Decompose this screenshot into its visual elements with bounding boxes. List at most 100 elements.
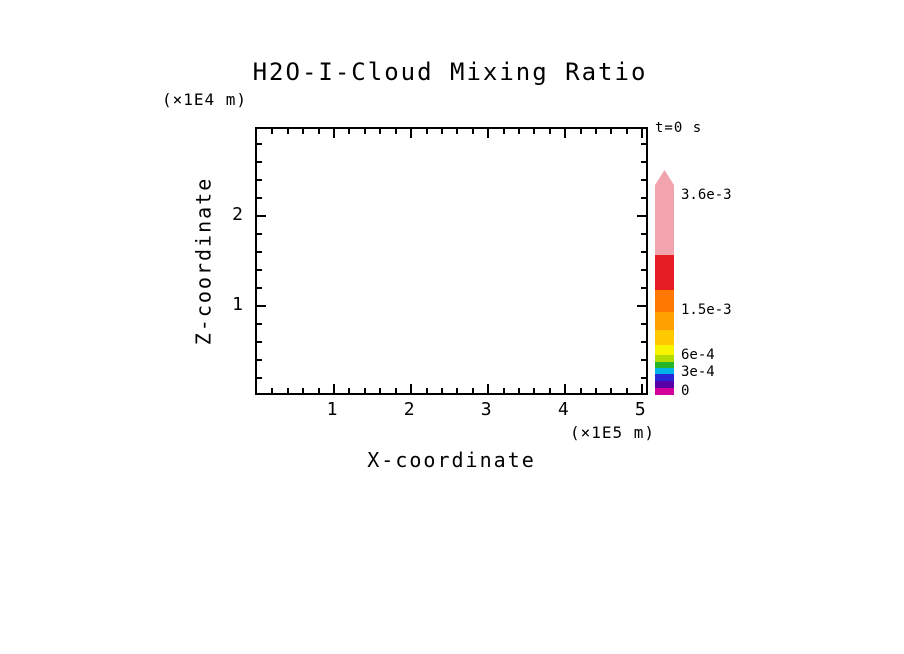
x-tick-label: 1 bbox=[326, 399, 338, 420]
colorbar-segment bbox=[655, 362, 674, 368]
z-minor-tick bbox=[257, 143, 262, 145]
x-minor-tick bbox=[549, 129, 551, 134]
x-axis-unit-label: (×1E5 m) bbox=[569, 423, 655, 442]
z-major-tick bbox=[257, 305, 266, 307]
x-major-tick bbox=[410, 129, 412, 138]
x-minor-tick bbox=[533, 129, 535, 134]
x-major-tick bbox=[410, 384, 412, 393]
x-minor-tick bbox=[379, 388, 381, 393]
x-minor-tick bbox=[549, 388, 551, 393]
x-minor-tick bbox=[518, 388, 520, 393]
x-minor-tick bbox=[395, 129, 397, 134]
colorbar-segment bbox=[655, 374, 674, 381]
x-minor-tick bbox=[610, 388, 612, 393]
z-minor-tick bbox=[641, 359, 646, 361]
x-minor-tick bbox=[595, 129, 597, 134]
x-minor-tick bbox=[318, 388, 320, 393]
x-minor-tick bbox=[426, 388, 428, 393]
z-minor-tick bbox=[257, 341, 262, 343]
z-minor-tick bbox=[641, 179, 646, 181]
colorbar-segment bbox=[655, 388, 674, 395]
z-minor-tick bbox=[641, 197, 646, 199]
x-minor-tick bbox=[580, 388, 582, 393]
x-minor-tick bbox=[271, 388, 273, 393]
colorbar-arrow-tip bbox=[655, 170, 674, 185]
x-minor-tick bbox=[456, 388, 458, 393]
colorbar-segment bbox=[655, 368, 674, 374]
x-minor-tick bbox=[472, 388, 474, 393]
z-axis-unit-label: (×1E4 m) bbox=[162, 90, 248, 109]
x-minor-tick bbox=[364, 129, 366, 134]
colorbar-segment bbox=[655, 255, 674, 290]
colorbar-level-label: 1.5e-3 bbox=[681, 302, 732, 318]
colorbar-level-label: 6e-4 bbox=[681, 347, 715, 363]
x-minor-tick bbox=[302, 129, 304, 134]
x-major-tick bbox=[487, 384, 489, 393]
z-minor-tick bbox=[257, 161, 262, 163]
x-major-tick bbox=[564, 129, 566, 138]
colorbar-segment bbox=[655, 345, 674, 355]
z-minor-tick bbox=[257, 179, 262, 181]
colorbar-segment bbox=[655, 312, 674, 330]
colorbar-segment bbox=[655, 330, 674, 345]
z-minor-tick bbox=[641, 161, 646, 163]
x-major-tick bbox=[333, 384, 335, 393]
z-major-tick bbox=[637, 305, 646, 307]
x-minor-tick bbox=[456, 129, 458, 134]
z-axis-title-text: Z-coordinate bbox=[191, 176, 215, 346]
x-minor-tick bbox=[379, 129, 381, 134]
x-tick-label: 5 bbox=[634, 399, 646, 420]
x-tick-label: 4 bbox=[557, 399, 569, 420]
x-minor-tick bbox=[441, 388, 443, 393]
x-major-tick bbox=[487, 129, 489, 138]
z-minor-tick bbox=[641, 377, 646, 379]
x-minor-tick bbox=[364, 388, 366, 393]
colorbar-level-label: 0 bbox=[681, 383, 690, 399]
z-minor-tick bbox=[641, 341, 646, 343]
z-minor-tick bbox=[257, 377, 262, 379]
x-minor-tick bbox=[395, 388, 397, 393]
x-minor-tick bbox=[271, 129, 273, 134]
x-minor-tick bbox=[533, 388, 535, 393]
z-tick-label: 2 bbox=[232, 204, 243, 226]
x-tick-label: 3 bbox=[480, 399, 492, 420]
z-axis-title: Z-coordinate bbox=[190, 127, 216, 395]
x-minor-tick bbox=[302, 388, 304, 393]
z-minor-tick bbox=[641, 233, 646, 235]
x-major-tick bbox=[564, 384, 566, 393]
z-minor-tick bbox=[641, 269, 646, 271]
z-minor-tick bbox=[641, 143, 646, 145]
colorbar bbox=[655, 170, 674, 395]
x-minor-tick bbox=[472, 129, 474, 134]
z-minor-tick bbox=[257, 269, 262, 271]
x-minor-tick bbox=[580, 129, 582, 134]
x-minor-tick bbox=[610, 129, 612, 134]
x-minor-tick bbox=[626, 129, 628, 134]
x-tick-label: 2 bbox=[403, 399, 415, 420]
colorbar-level-label: 3.6e-3 bbox=[681, 187, 732, 203]
x-major-tick bbox=[641, 129, 643, 138]
z-minor-tick bbox=[257, 197, 262, 199]
z-major-tick bbox=[637, 215, 646, 217]
x-minor-tick bbox=[626, 388, 628, 393]
colorbar-segment bbox=[655, 290, 674, 312]
time-label: t=0 s bbox=[655, 120, 703, 136]
z-minor-tick bbox=[257, 287, 262, 289]
z-minor-tick bbox=[257, 359, 262, 361]
x-minor-tick bbox=[503, 129, 505, 134]
colorbar-level-label: 3e-4 bbox=[681, 364, 715, 380]
x-minor-tick bbox=[503, 388, 505, 393]
colorbar-segment bbox=[655, 381, 674, 388]
chart-title: H2O-I-Cloud Mixing Ratio bbox=[252, 58, 648, 86]
x-major-tick bbox=[333, 129, 335, 138]
plot-area bbox=[255, 127, 648, 395]
x-minor-tick bbox=[348, 129, 350, 134]
x-minor-tick bbox=[518, 129, 520, 134]
z-minor-tick bbox=[641, 287, 646, 289]
z-minor-tick bbox=[257, 323, 262, 325]
x-minor-tick bbox=[595, 388, 597, 393]
x-axis-title: X-coordinate bbox=[367, 448, 536, 472]
colorbar-segment bbox=[655, 185, 674, 255]
z-minor-tick bbox=[257, 233, 262, 235]
